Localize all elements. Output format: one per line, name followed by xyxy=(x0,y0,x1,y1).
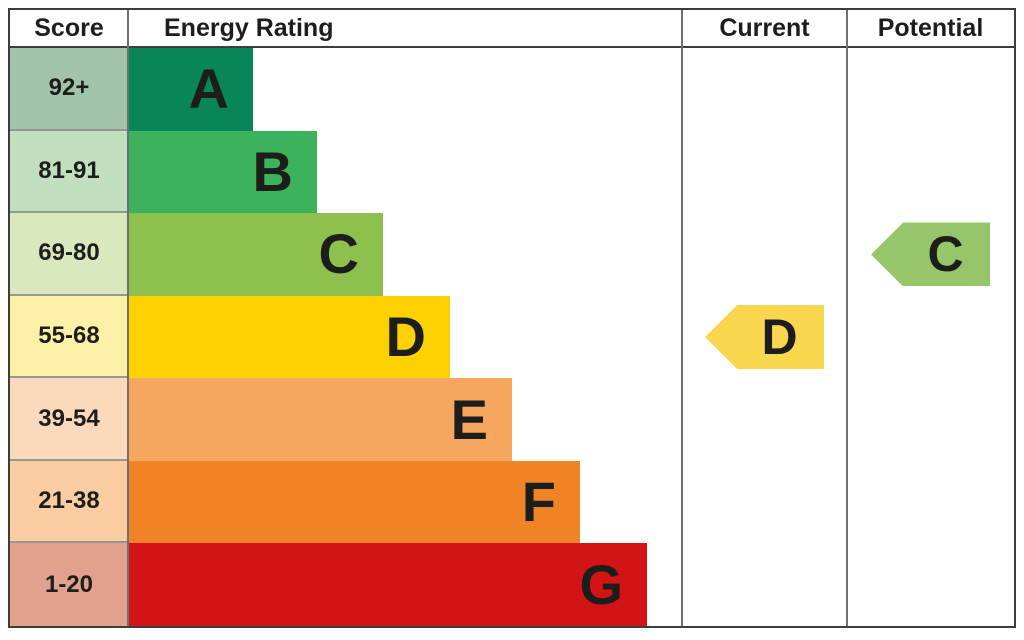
potential-cell xyxy=(847,543,1014,626)
band-row-a: 92+ A xyxy=(10,48,1014,131)
potential-cell xyxy=(847,131,1014,214)
current-cell xyxy=(682,213,847,296)
bar-area: A xyxy=(128,48,682,131)
current-cell xyxy=(682,48,847,131)
potential-cell xyxy=(847,378,1014,461)
bar-area: C xyxy=(128,213,682,296)
rating-bar: G xyxy=(128,543,647,627)
band-row-f: 21-38 F xyxy=(10,460,1014,544)
band-letter: G xyxy=(579,552,623,616)
bar-area: B xyxy=(128,130,682,214)
band-row-d: 55-68 D D xyxy=(10,295,1014,379)
current-cell: D xyxy=(682,296,847,379)
bar-area: E xyxy=(128,378,682,461)
epc-rating-table: Score Energy Rating Current Potential 92… xyxy=(8,8,1016,628)
current-cell xyxy=(682,131,847,214)
band-letter: C xyxy=(318,222,359,286)
score-cell: 81-91 xyxy=(10,130,128,214)
current-cell xyxy=(682,378,847,461)
bar-area: G xyxy=(128,543,682,627)
potential-rating-arrow-icon: C xyxy=(871,222,990,287)
current-column-header: Current xyxy=(719,13,810,42)
score-column-header: Score xyxy=(34,13,104,42)
potential-rating-letter: C xyxy=(927,226,964,283)
rating-bar: E xyxy=(128,378,512,461)
rating-bar: D xyxy=(128,295,450,379)
table-header-row: Score Energy Rating Current Potential xyxy=(10,10,1014,48)
band-letter: B xyxy=(252,139,293,203)
band-row-b: 81-91 B xyxy=(10,130,1014,214)
current-cell xyxy=(682,461,847,544)
current-rating-arrow-icon: D xyxy=(705,305,824,370)
energy-rating-column-header: Energy Rating xyxy=(164,13,334,42)
potential-cell xyxy=(847,461,1014,544)
score-column-divider xyxy=(127,10,129,626)
current-cell xyxy=(682,543,847,626)
band-row-c: 69-80 C C xyxy=(10,213,1014,296)
current-column-divider xyxy=(681,10,683,626)
score-cell: 21-38 xyxy=(10,460,128,544)
bar-area: D xyxy=(128,295,682,379)
band-letter: E xyxy=(450,387,488,451)
score-cell: 55-68 xyxy=(10,295,128,379)
current-rating-letter: D xyxy=(761,309,798,366)
potential-cell: C xyxy=(847,213,1014,296)
band-row-e: 39-54 E xyxy=(10,378,1014,461)
rating-bar: A xyxy=(128,48,253,131)
potential-column-header: Potential xyxy=(877,13,984,42)
band-letter: F xyxy=(521,470,556,534)
band-row-g: 1-20 G xyxy=(10,543,1014,627)
rating-bar: C xyxy=(128,213,383,296)
potential-cell xyxy=(847,296,1014,379)
score-cell: 69-80 xyxy=(10,213,128,296)
rating-bar: B xyxy=(128,130,317,214)
score-cell: 39-54 xyxy=(10,378,128,461)
rating-band-rows: 92+ A 81-91 B 69-80 C xyxy=(10,48,1014,627)
rating-bar: F xyxy=(128,460,580,544)
band-letter: A xyxy=(188,57,229,121)
score-cell: 92+ xyxy=(10,48,128,131)
band-letter: D xyxy=(385,305,426,369)
potential-cell xyxy=(847,48,1014,131)
score-cell: 1-20 xyxy=(10,543,128,627)
potential-column-divider xyxy=(846,10,848,626)
bar-area: F xyxy=(128,460,682,544)
